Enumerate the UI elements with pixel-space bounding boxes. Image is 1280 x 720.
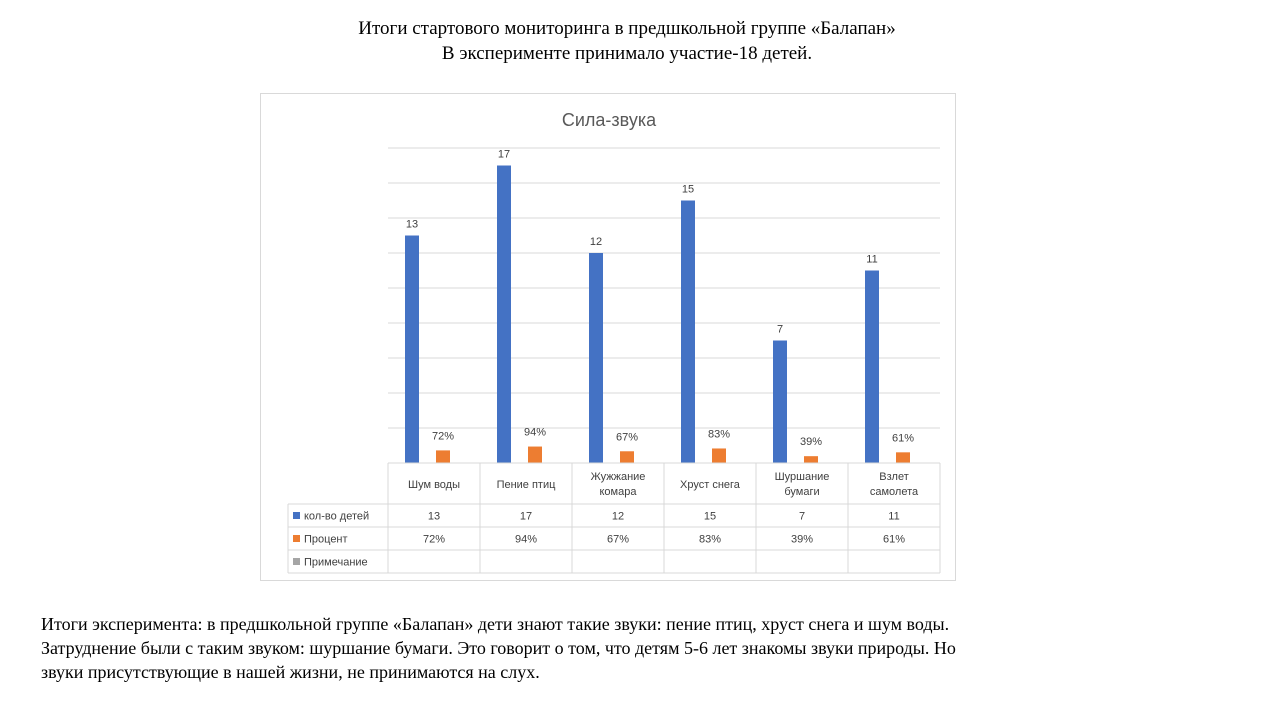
bar-kol-vo-detei (681, 200, 695, 463)
data-label-procent: 83% (708, 428, 730, 440)
legend-label: Примечание (304, 557, 368, 569)
bar-procent (896, 452, 910, 463)
data-label-procent: 94% (524, 427, 546, 439)
legend-label: кол-во детей (304, 511, 369, 523)
data-label-kol-vo-detei: 12 (590, 236, 602, 248)
bar-procent (712, 448, 726, 463)
category-label: Шуршание (775, 471, 830, 483)
data-label-procent: 67% (616, 431, 638, 443)
bar-procent (436, 450, 450, 463)
category-label: Шум воды (408, 479, 460, 491)
bar-chart: Сила-звука 13 72% 17 94% 12 67% 15 83% 7 39% 11 61% Ш… (287, 110, 941, 574)
table-cell: 15 (704, 511, 716, 523)
bar-procent (620, 451, 634, 463)
table-cell: 83% (699, 534, 721, 546)
category-label: комара (600, 486, 638, 498)
data-label-kol-vo-detei: 13 (406, 219, 418, 231)
table-cell: 17 (520, 511, 532, 523)
table-cell: 72% (423, 534, 445, 546)
data-label-kol-vo-detei: 11 (866, 254, 877, 266)
summary-line-3: звуки присутствующие в нашей жизни, не п… (41, 662, 540, 682)
summary-line-2: Затруднение были с таким звуком: шуршани… (41, 638, 956, 658)
data-label-kol-vo-detei: 7 (777, 324, 783, 336)
table-cell: 11 (888, 511, 899, 523)
data-label-procent: 61% (892, 432, 914, 444)
bar-procent (804, 456, 818, 463)
bar-procent (528, 446, 542, 463)
legend-key (293, 535, 300, 542)
category-label: Жужжание (591, 471, 646, 483)
data-label-kol-vo-detei: 15 (682, 184, 694, 196)
table-cell: 7 (799, 511, 805, 523)
category-label: Пение птиц (497, 479, 557, 491)
summary-line-1: Итоги эксперимента: в предшкольной групп… (41, 614, 950, 634)
category-label: самолета (870, 486, 919, 498)
legend-label: Процент (304, 534, 348, 546)
bar-kol-vo-detei (589, 253, 603, 463)
bar-kol-vo-detei (497, 165, 511, 463)
bar-kol-vo-detei (773, 340, 787, 463)
legend-key (293, 558, 300, 565)
table-cell: 13 (428, 511, 440, 523)
bar-kol-vo-detei (405, 235, 419, 463)
data-label-procent: 72% (432, 430, 454, 442)
bar-kol-vo-detei (865, 270, 879, 463)
legend-key (293, 512, 300, 519)
table-cell: 61% (883, 534, 905, 546)
category-label: Взлет (879, 471, 908, 483)
data-label-kol-vo-detei: 17 (498, 149, 510, 161)
chart-frame: Сила-звука 13 72% 17 94% 12 67% 15 83% 7 39% 11 61% Ш… (260, 93, 956, 581)
heading-line-2: В эксперименте принимало участие-18 дете… (441, 43, 813, 64)
table-cell: 39% (791, 534, 813, 546)
chart-title: Сила-звука (562, 110, 657, 130)
data-label-procent: 39% (800, 436, 822, 448)
table-cell: 94% (515, 534, 537, 546)
summary-text: Итоги эксперимента: в предшкольной групп… (41, 612, 1241, 684)
category-label: Хруст снега (680, 479, 741, 491)
heading-line-1: Итоги стартового мониторинга в предшколь… (358, 18, 896, 39)
category-label: бумаги (784, 486, 819, 498)
table-cell: 67% (607, 534, 629, 546)
table-cell: 12 (612, 511, 624, 523)
page-heading: Итоги стартового мониторинга в предшколь… (0, 16, 1254, 66)
